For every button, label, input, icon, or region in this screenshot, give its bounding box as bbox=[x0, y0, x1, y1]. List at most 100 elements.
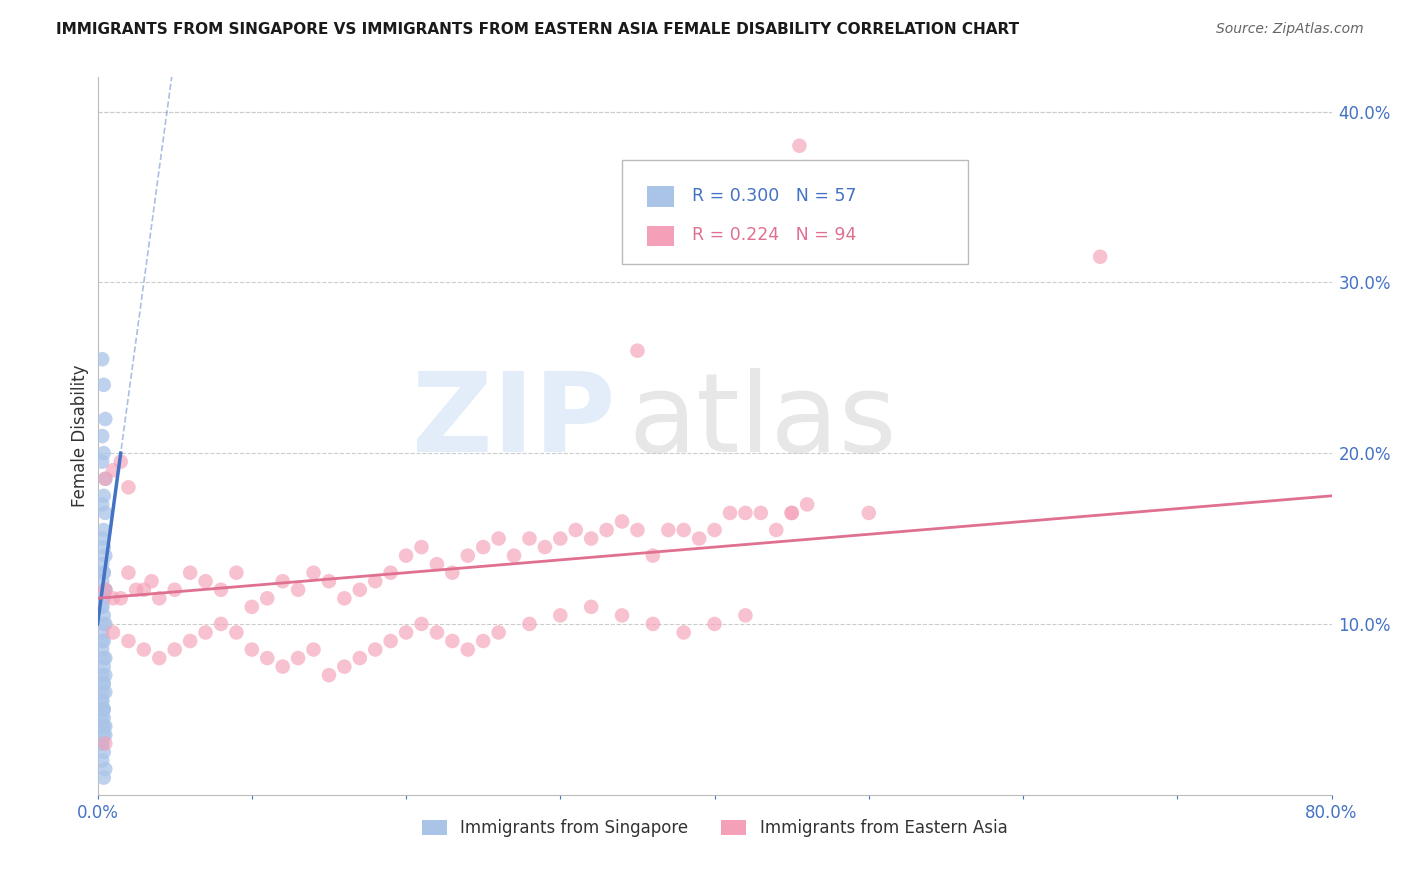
Point bbox=[94, 472, 117, 486]
Point bbox=[117, 480, 139, 494]
Point bbox=[110, 455, 132, 469]
Point bbox=[395, 625, 418, 640]
Point bbox=[179, 634, 201, 648]
Point bbox=[93, 616, 115, 631]
Point bbox=[488, 625, 510, 640]
Point bbox=[789, 138, 811, 153]
Point bbox=[672, 523, 695, 537]
Point bbox=[148, 651, 170, 665]
Point bbox=[117, 634, 139, 648]
Point bbox=[472, 540, 495, 554]
Point bbox=[734, 608, 756, 623]
Point bbox=[287, 582, 309, 597]
Point bbox=[93, 651, 115, 665]
Point bbox=[91, 429, 114, 443]
Point bbox=[94, 582, 117, 597]
Point bbox=[94, 472, 117, 486]
Point bbox=[179, 566, 201, 580]
Point bbox=[101, 625, 124, 640]
Point bbox=[519, 616, 541, 631]
Point bbox=[93, 659, 115, 673]
Point bbox=[765, 523, 787, 537]
Point bbox=[93, 745, 115, 759]
Point bbox=[302, 566, 325, 580]
Point bbox=[93, 771, 115, 785]
Point bbox=[426, 557, 449, 571]
Point bbox=[457, 642, 479, 657]
Point bbox=[91, 599, 114, 614]
Point bbox=[94, 685, 117, 699]
Point bbox=[240, 642, 263, 657]
Point bbox=[333, 591, 356, 606]
Point bbox=[93, 377, 115, 392]
Point bbox=[610, 515, 633, 529]
Point bbox=[93, 702, 115, 716]
Point bbox=[564, 523, 586, 537]
Point bbox=[94, 719, 117, 733]
Point bbox=[94, 728, 117, 742]
Point bbox=[688, 532, 710, 546]
Point bbox=[626, 523, 648, 537]
Point bbox=[718, 506, 741, 520]
Point bbox=[1088, 250, 1111, 264]
Text: IMMIGRANTS FROM SINGAPORE VS IMMIGRANTS FROM EASTERN ASIA FEMALE DISABILITY CORR: IMMIGRANTS FROM SINGAPORE VS IMMIGRANTS … bbox=[56, 22, 1019, 37]
Point bbox=[318, 668, 340, 682]
Point bbox=[93, 728, 115, 742]
Point bbox=[641, 616, 664, 631]
Point bbox=[672, 625, 695, 640]
Point bbox=[93, 566, 115, 580]
Point bbox=[94, 506, 117, 520]
Point bbox=[780, 506, 803, 520]
Point bbox=[225, 566, 247, 580]
Point bbox=[91, 497, 114, 511]
Point bbox=[441, 566, 464, 580]
Point bbox=[93, 676, 115, 690]
Point bbox=[163, 642, 186, 657]
Point bbox=[91, 754, 114, 768]
Point bbox=[94, 549, 117, 563]
Point bbox=[364, 574, 387, 589]
Point bbox=[488, 532, 510, 546]
Point bbox=[349, 582, 371, 597]
Point bbox=[93, 591, 115, 606]
Point bbox=[94, 582, 117, 597]
Point bbox=[610, 608, 633, 623]
Point bbox=[302, 642, 325, 657]
Text: Source: ZipAtlas.com: Source: ZipAtlas.com bbox=[1216, 22, 1364, 37]
Point bbox=[101, 591, 124, 606]
Point bbox=[641, 549, 664, 563]
Point bbox=[132, 642, 155, 657]
Point bbox=[93, 608, 115, 623]
Point bbox=[93, 702, 115, 716]
Point bbox=[91, 642, 114, 657]
Point bbox=[91, 352, 114, 367]
Point bbox=[734, 506, 756, 520]
Point bbox=[626, 343, 648, 358]
Point bbox=[550, 608, 572, 623]
Point bbox=[749, 506, 772, 520]
FancyBboxPatch shape bbox=[647, 226, 673, 246]
Point bbox=[380, 634, 402, 648]
Point bbox=[93, 676, 115, 690]
FancyBboxPatch shape bbox=[647, 186, 673, 207]
Point bbox=[94, 762, 117, 776]
Point bbox=[91, 574, 114, 589]
Point bbox=[110, 591, 132, 606]
Point bbox=[93, 711, 115, 725]
Point bbox=[91, 702, 114, 716]
Point bbox=[91, 668, 114, 682]
Point bbox=[91, 711, 114, 725]
Point bbox=[579, 599, 602, 614]
Point bbox=[703, 523, 725, 537]
Point bbox=[703, 616, 725, 631]
Point bbox=[441, 634, 464, 648]
FancyBboxPatch shape bbox=[621, 160, 967, 264]
Point bbox=[91, 694, 114, 708]
Point bbox=[411, 540, 433, 554]
Point bbox=[411, 616, 433, 631]
Point bbox=[271, 659, 294, 673]
Point bbox=[132, 582, 155, 597]
Point bbox=[426, 625, 449, 640]
Point bbox=[93, 566, 115, 580]
Point bbox=[91, 557, 114, 571]
